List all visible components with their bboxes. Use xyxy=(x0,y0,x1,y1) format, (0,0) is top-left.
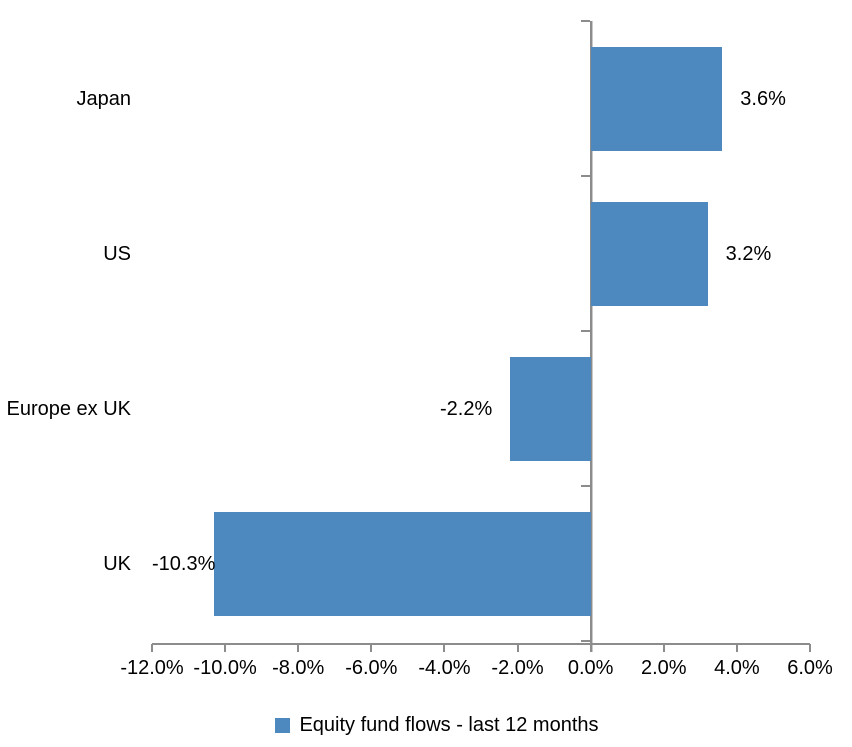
legend-label: Equity fund flows - last 12 months xyxy=(299,714,599,736)
x-axis-tick xyxy=(443,644,446,652)
x-axis-tick-label: -10.0% xyxy=(193,657,257,679)
x-axis-tick xyxy=(589,644,592,652)
x-axis-tick-label: -12.0% xyxy=(120,657,184,679)
category-axis-tick xyxy=(580,20,590,22)
x-axis-tick-label: 0.0% xyxy=(567,657,614,679)
category-label: US xyxy=(103,242,131,265)
category-label: UK xyxy=(103,552,131,575)
x-axis-tick-label: -2.0% xyxy=(491,657,544,679)
x-axis-tick-label: 6.0% xyxy=(787,657,833,679)
legend: Equity fund flows - last 12 months xyxy=(0,710,852,740)
x-axis-tick-label: 4.0% xyxy=(714,657,760,679)
x-axis-tick xyxy=(735,644,738,652)
category-axis-tick xyxy=(580,485,590,487)
bar-us xyxy=(590,201,708,306)
value-label: -2.2% xyxy=(439,397,493,420)
category-label: Japan xyxy=(76,87,132,110)
bar-japan xyxy=(590,46,723,151)
bar-uk xyxy=(214,511,591,616)
value-label: 3.2% xyxy=(725,242,772,265)
category-label: Europe ex UK xyxy=(6,397,131,420)
x-axis-tick-label: -6.0% xyxy=(345,657,398,679)
value-axis-line xyxy=(152,643,810,645)
x-axis-tick xyxy=(662,644,665,652)
x-axis-tick xyxy=(224,644,227,652)
x-axis-tick xyxy=(297,644,300,652)
category-axis-tick xyxy=(580,175,590,177)
legend-swatch-icon xyxy=(275,717,291,733)
value-label: -10.3% xyxy=(152,552,216,575)
x-axis-tick xyxy=(516,644,519,652)
x-axis-tick-label: -8.0% xyxy=(272,657,325,679)
category-axis-tick xyxy=(580,330,590,332)
x-axis-tick-label: -4.0% xyxy=(418,657,471,679)
x-axis-tick xyxy=(151,644,153,652)
x-axis-tick xyxy=(370,644,373,652)
plot-area: -12.0% -10.0% -8.0% -6.0% -4.0% -2.0% 0.0% 2.0%… xyxy=(6,20,833,679)
bar-europe-ex-uk xyxy=(510,356,591,461)
x-axis-tick-label: 2.0% xyxy=(640,657,687,679)
category-axis-tick xyxy=(580,640,590,642)
x-axis-tick xyxy=(809,644,811,652)
category-axis-line xyxy=(589,21,592,652)
value-label: 3.6% xyxy=(740,87,786,110)
